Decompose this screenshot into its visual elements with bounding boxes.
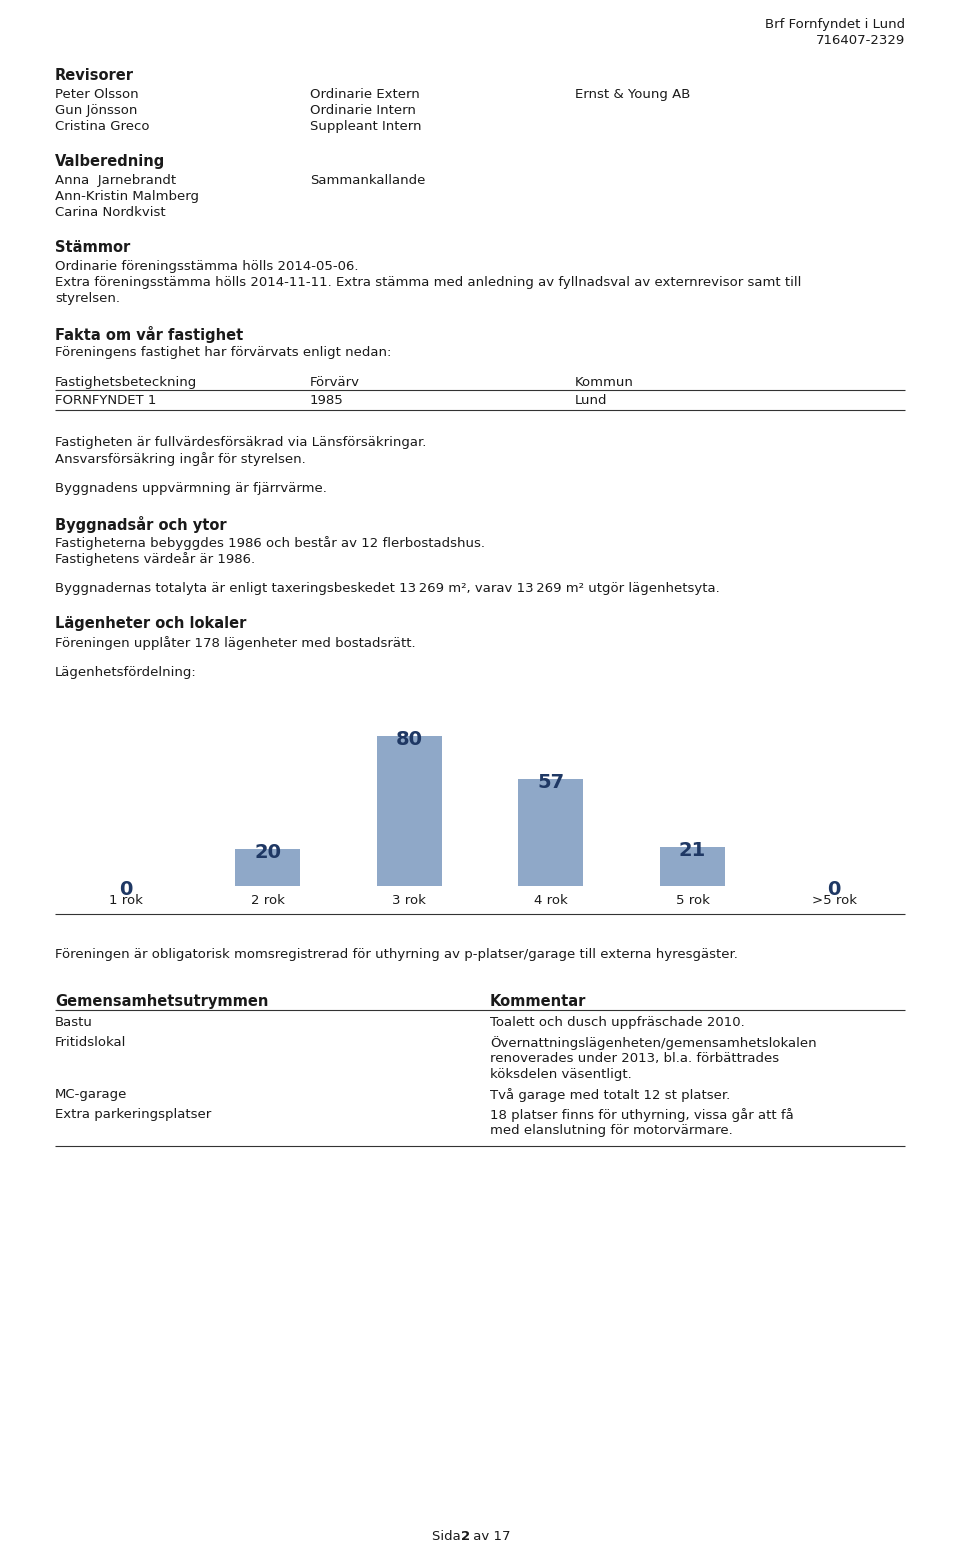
Text: Byggnadsår och ytor: Byggnadsår och ytor: [55, 516, 227, 533]
Text: Fastigheten är fullvärdesförsäkrad via Länsförsäkringar.: Fastigheten är fullvärdesförsäkrad via L…: [55, 436, 426, 450]
Text: Byggnadens uppvärmning är fjärrvärme.: Byggnadens uppvärmning är fjärrvärme.: [55, 483, 326, 495]
Text: Sida: Sida: [432, 1529, 465, 1543]
Text: Brf Fornfyndet i Lund: Brf Fornfyndet i Lund: [765, 17, 905, 31]
Text: Bastu: Bastu: [55, 1015, 93, 1030]
Text: Kommentar: Kommentar: [490, 993, 587, 1009]
Text: Cristina Greco: Cristina Greco: [55, 121, 150, 133]
Text: renoverades under 2013, bl.a. förbättrades: renoverades under 2013, bl.a. förbättrad…: [490, 1051, 780, 1066]
Text: Lund: Lund: [575, 393, 608, 407]
Text: 4 rok: 4 rok: [534, 895, 567, 907]
Text: Gemensamhetsutrymmen: Gemensamhetsutrymmen: [55, 993, 269, 1009]
Text: Valberedning: Valberedning: [55, 154, 165, 169]
Text: Lägenheter och lokaler: Lägenheter och lokaler: [55, 616, 247, 632]
Text: Fritidslokal: Fritidslokal: [55, 1036, 127, 1048]
Text: 1985: 1985: [310, 393, 344, 407]
Text: styrelsen.: styrelsen.: [55, 291, 120, 306]
Text: 1 rok: 1 rok: [108, 895, 143, 907]
Text: 57: 57: [538, 773, 564, 793]
Text: 80: 80: [396, 730, 422, 749]
Text: 2: 2: [461, 1529, 470, 1543]
Text: Lägenhetsfördelning:: Lägenhetsfördelning:: [55, 666, 197, 679]
Text: 2 rok: 2 rok: [251, 895, 284, 907]
Text: Ernst & Young AB: Ernst & Young AB: [575, 88, 690, 100]
Text: Revisorer: Revisorer: [55, 67, 134, 83]
Text: 21: 21: [679, 840, 707, 860]
Text: Föreningen är obligatorisk momsregistrerad för uthyrning av p-platser/garage til: Föreningen är obligatorisk momsregistrer…: [55, 948, 738, 961]
Text: 18 platser finns för uthyrning, vissa går att få: 18 platser finns för uthyrning, vissa gå…: [490, 1108, 794, 1122]
Text: >5 rok: >5 rok: [811, 895, 856, 907]
Text: MC-garage: MC-garage: [55, 1087, 128, 1102]
Text: med elanslutning för motorvärmare.: med elanslutning för motorvärmare.: [490, 1124, 732, 1138]
Text: Föreningen upplåter 178 lägenheter med bostadsrätt.: Föreningen upplåter 178 lägenheter med b…: [55, 636, 416, 650]
Text: Sammankallande: Sammankallande: [310, 174, 425, 186]
Bar: [376, 736, 442, 885]
Bar: [235, 848, 300, 885]
Text: Ordinarie föreningsstämma hölls 2014-05-06.: Ordinarie föreningsstämma hölls 2014-05-…: [55, 260, 358, 273]
Text: Ordinarie Intern: Ordinarie Intern: [310, 103, 416, 118]
Text: Suppleant Intern: Suppleant Intern: [310, 121, 421, 133]
Text: Fastighetsbeteckning: Fastighetsbeteckning: [55, 376, 197, 389]
Text: 3 rok: 3 rok: [393, 895, 426, 907]
Text: Carina Nordkvist: Carina Nordkvist: [55, 205, 166, 219]
Text: Extra föreningsstämma hölls 2014-11-11. Extra stämma med anledning av fyllnadsva: Extra föreningsstämma hölls 2014-11-11. …: [55, 276, 802, 288]
Text: Kommun: Kommun: [575, 376, 634, 389]
Text: 20: 20: [254, 843, 281, 862]
Text: av 17: av 17: [469, 1529, 511, 1543]
Text: köksdelen väsentligt.: köksdelen väsentligt.: [490, 1069, 632, 1081]
Text: FORNFYNDET 1: FORNFYNDET 1: [55, 393, 156, 407]
Text: Föreningens fastighet har förvärvats enligt nedan:: Föreningens fastighet har förvärvats enl…: [55, 346, 392, 359]
Text: Toalett och dusch uppfräschade 2010.: Toalett och dusch uppfräschade 2010.: [490, 1015, 745, 1030]
Text: Övernattningslägenheten/gemensamhetslokalen: Övernattningslägenheten/gemensamhetsloka…: [490, 1036, 817, 1050]
Text: Stämmor: Stämmor: [55, 240, 131, 255]
Text: 0: 0: [828, 881, 841, 899]
Text: Ordinarie Extern: Ordinarie Extern: [310, 88, 420, 100]
Text: Fastighetens värdeår är 1986.: Fastighetens värdeår är 1986.: [55, 552, 255, 566]
Text: Två garage med totalt 12 st platser.: Två garage med totalt 12 st platser.: [490, 1087, 731, 1102]
Text: Byggnadernas totalyta är enligt taxeringsbeskedet 13 269 m², varav 13 269 m² utg: Byggnadernas totalyta är enligt taxering…: [55, 581, 720, 595]
Text: Ann-Kristin Malmberg: Ann-Kristin Malmberg: [55, 190, 199, 204]
Text: Fastigheterna bebyggdes 1986 och består av 12 flerbostadshus.: Fastigheterna bebyggdes 1986 och består …: [55, 536, 485, 550]
Text: Förvärv: Förvärv: [310, 376, 360, 389]
Text: Extra parkeringsplatser: Extra parkeringsplatser: [55, 1108, 211, 1120]
Text: 5 rok: 5 rok: [676, 895, 709, 907]
Bar: [660, 846, 725, 885]
Text: Anna  Jarnebrandt: Anna Jarnebrandt: [55, 174, 176, 186]
Bar: [518, 779, 584, 885]
Text: Peter Olsson: Peter Olsson: [55, 88, 138, 100]
Text: 0: 0: [119, 881, 132, 899]
Text: Fakta om vår fastighet: Fakta om vår fastighet: [55, 326, 243, 343]
Text: 716407-2329: 716407-2329: [816, 34, 905, 47]
Text: Gun Jönsson: Gun Jönsson: [55, 103, 137, 118]
Text: Ansvarsförsäkring ingår för styrelsen.: Ansvarsförsäkring ingår för styrelsen.: [55, 451, 305, 465]
